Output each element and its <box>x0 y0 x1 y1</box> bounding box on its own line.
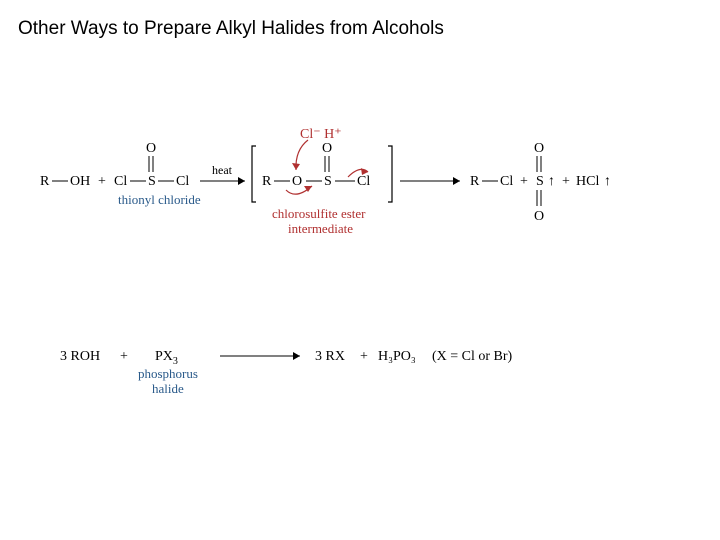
prod-s: S <box>536 174 544 189</box>
intermediate-label-1: chlorosulfite ester <box>272 206 366 221</box>
prod-hcl: HCl <box>576 174 599 189</box>
s-center: S <box>148 174 156 189</box>
gas-arrow-2: ↑ <box>604 174 611 189</box>
note-x: (X = Cl or Br) <box>432 349 513 364</box>
cl-right: Cl <box>176 174 189 189</box>
px3-label-1: phosphorus <box>138 366 198 381</box>
o-top: O <box>146 141 156 156</box>
thionyl-chloride-reaction: R OH + Cl S Cl O thionyl chloride heat C… <box>40 120 680 250</box>
curved-arrow-1-head <box>292 163 300 170</box>
cl-left: Cl <box>114 174 127 189</box>
r-label: R <box>40 174 50 189</box>
int-s: S <box>324 174 332 189</box>
prod-o-bot: O <box>534 209 544 224</box>
ions-top: Cl⁻ H⁺ <box>300 127 342 142</box>
arrow-head-2 <box>453 177 460 185</box>
int-o: O <box>292 174 302 189</box>
px3-label-2: halide <box>152 381 184 396</box>
int-r: R <box>262 174 272 189</box>
plus-2: + <box>520 174 528 189</box>
intermediate-label-2: intermediate <box>288 221 353 236</box>
bracket-right <box>388 146 392 202</box>
h3po3: H₃PO₃ <box>378 349 416 364</box>
heat-label: heat <box>212 163 233 177</box>
bracket-left <box>252 146 256 202</box>
px3: PX3 <box>155 349 178 367</box>
gas-arrow-1: ↑ <box>548 174 555 189</box>
plus-3: + <box>562 174 570 189</box>
oh-label: OH <box>70 174 90 189</box>
plus-r2-2: + <box>360 349 368 364</box>
plus-1: + <box>98 174 106 189</box>
page-title: Other Ways to Prepare Alkyl Halides from… <box>18 18 444 40</box>
int-o-top: O <box>322 141 332 156</box>
arrow-head-3 <box>293 352 300 360</box>
prod-r: R <box>470 174 480 189</box>
plus-r2-1: + <box>120 349 128 364</box>
coeff-3roh: 3 ROH <box>60 349 100 364</box>
phosphorus-halide-reaction: 3 ROH + PX3 phosphorus halide 3 RX + H₃P… <box>60 340 620 400</box>
thionyl-label: thionyl chloride <box>118 192 201 207</box>
arrow-head-1 <box>238 177 245 185</box>
coeff-3rx: 3 RX <box>315 349 345 364</box>
int-cl: Cl <box>357 174 370 189</box>
prod-cl: Cl <box>500 174 513 189</box>
prod-o-top: O <box>534 141 544 156</box>
